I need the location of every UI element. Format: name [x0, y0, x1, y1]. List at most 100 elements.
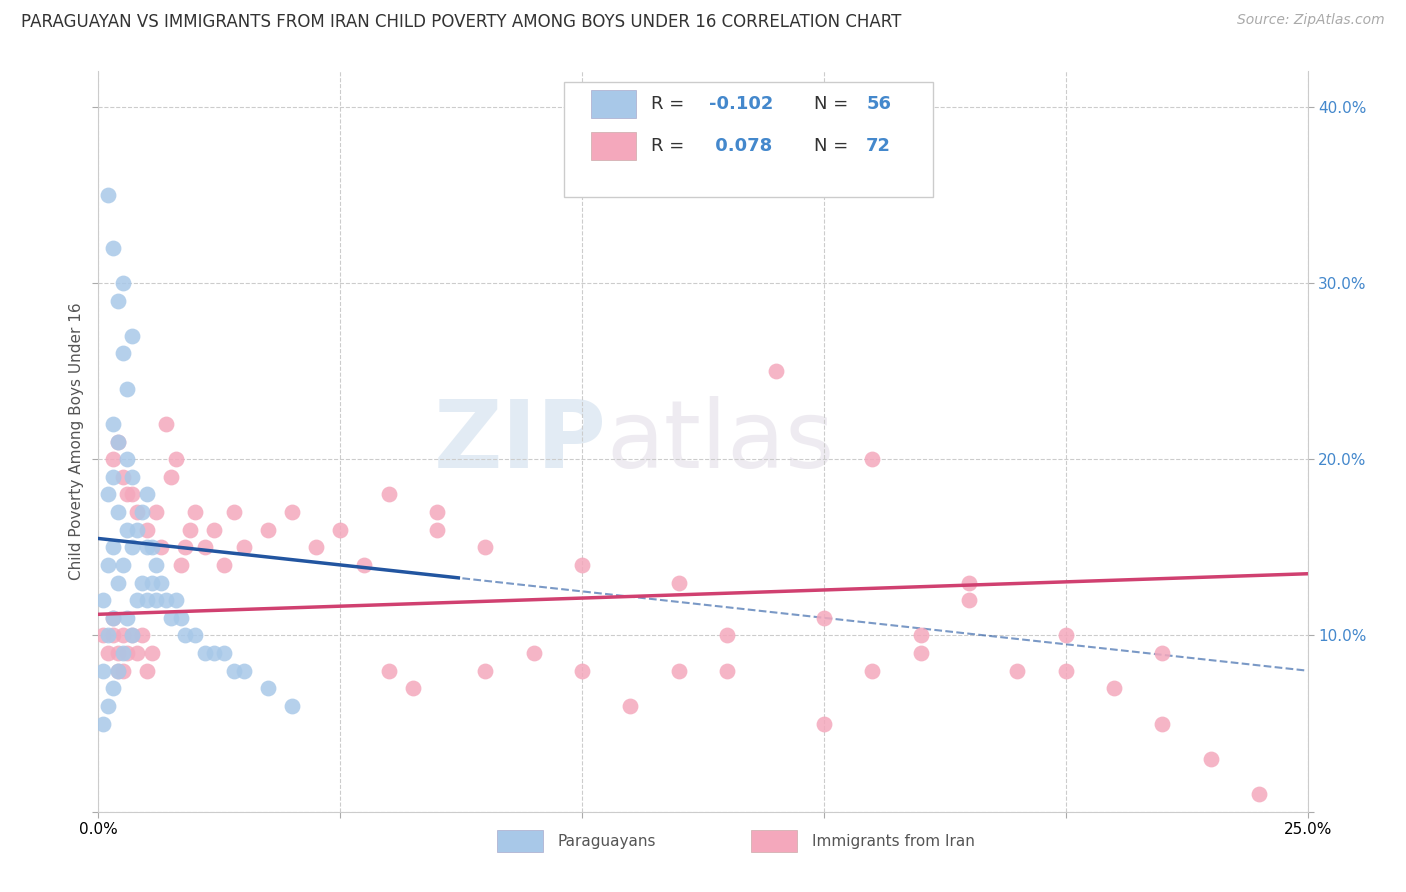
Point: [860, 452, 883, 467]
Point: [474, 664, 496, 678]
Point: [1199, 752, 1222, 766]
Text: N =: N =: [814, 137, 855, 155]
Point: [135, 593, 157, 607]
Point: [232, 664, 254, 678]
Point: [97, 628, 120, 642]
Point: [111, 470, 134, 484]
Point: [135, 664, 157, 678]
Point: [619, 698, 641, 713]
Point: [169, 611, 191, 625]
Text: ZIP: ZIP: [433, 395, 606, 488]
Point: [957, 593, 980, 607]
Point: [305, 541, 328, 555]
Point: [127, 505, 149, 519]
Point: [426, 523, 449, 537]
Point: [107, 505, 129, 519]
Point: [127, 593, 149, 607]
Text: 56: 56: [866, 95, 891, 113]
Point: [107, 664, 129, 678]
Point: [716, 664, 738, 678]
Point: [813, 611, 835, 625]
FancyBboxPatch shape: [591, 90, 637, 118]
Text: -0.102: -0.102: [709, 95, 773, 113]
Text: atlas: atlas: [606, 395, 835, 488]
Point: [117, 452, 139, 467]
Point: [377, 487, 399, 501]
Point: [91, 593, 114, 607]
Point: [131, 628, 153, 642]
Point: [1054, 628, 1077, 642]
Point: [571, 664, 593, 678]
Point: [281, 698, 304, 713]
Point: [111, 628, 134, 642]
Point: [150, 541, 173, 555]
Point: [141, 575, 163, 590]
Point: [165, 452, 187, 467]
Point: [571, 558, 593, 572]
Point: [97, 558, 120, 572]
Point: [117, 487, 139, 501]
Point: [121, 628, 143, 642]
Point: [155, 593, 177, 607]
Point: [222, 505, 245, 519]
Point: [426, 505, 449, 519]
Point: [281, 505, 304, 519]
Text: N =: N =: [814, 95, 855, 113]
Point: [1102, 681, 1125, 696]
Point: [141, 541, 163, 555]
Point: [101, 470, 124, 484]
Point: [813, 716, 835, 731]
Point: [155, 417, 177, 431]
Point: [101, 681, 124, 696]
Point: [135, 487, 157, 501]
Point: [194, 646, 217, 660]
Text: Immigrants from Iran: Immigrants from Iran: [811, 834, 974, 849]
Point: [101, 611, 124, 625]
Point: [204, 646, 226, 660]
Text: R =: R =: [651, 137, 690, 155]
Point: [1152, 646, 1174, 660]
Point: [101, 452, 124, 467]
Point: [101, 541, 124, 555]
Point: [131, 505, 153, 519]
Point: [111, 646, 134, 660]
Point: [169, 558, 191, 572]
Point: [117, 523, 139, 537]
Point: [184, 505, 207, 519]
Point: [107, 664, 129, 678]
Point: [101, 417, 124, 431]
FancyBboxPatch shape: [591, 132, 637, 161]
FancyBboxPatch shape: [564, 82, 932, 197]
Point: [910, 628, 932, 642]
Point: [107, 434, 129, 449]
Point: [353, 558, 375, 572]
Point: [121, 328, 143, 343]
Point: [97, 646, 120, 660]
Point: [107, 646, 129, 660]
Point: [121, 628, 143, 642]
Point: [668, 664, 690, 678]
Point: [107, 293, 129, 308]
Text: PARAGUAYAN VS IMMIGRANTS FROM IRAN CHILD POVERTY AMONG BOYS UNDER 16 CORRELATION: PARAGUAYAN VS IMMIGRANTS FROM IRAN CHILD…: [21, 13, 901, 31]
Point: [1249, 787, 1271, 801]
Point: [117, 611, 139, 625]
Point: [716, 628, 738, 642]
Point: [101, 241, 124, 255]
Point: [160, 611, 183, 625]
Point: [91, 716, 114, 731]
Point: [111, 346, 134, 360]
Point: [97, 698, 120, 713]
Point: [160, 470, 183, 484]
Point: [1054, 664, 1077, 678]
Point: [1007, 664, 1029, 678]
Point: [141, 646, 163, 660]
Point: [117, 382, 139, 396]
Y-axis label: Child Poverty Among Boys Under 16: Child Poverty Among Boys Under 16: [69, 302, 84, 581]
Text: R =: R =: [651, 95, 690, 113]
Point: [111, 664, 134, 678]
Text: Source: ZipAtlas.com: Source: ZipAtlas.com: [1237, 13, 1385, 28]
Point: [222, 664, 245, 678]
Point: [145, 505, 167, 519]
Point: [957, 575, 980, 590]
Text: Paraguayans: Paraguayans: [558, 834, 657, 849]
